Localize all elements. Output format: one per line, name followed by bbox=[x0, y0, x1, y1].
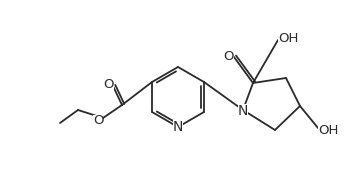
Text: OH: OH bbox=[278, 31, 298, 45]
Text: O: O bbox=[224, 49, 234, 62]
Text: OH: OH bbox=[318, 123, 338, 136]
Text: O: O bbox=[93, 115, 103, 127]
Text: O: O bbox=[104, 79, 114, 92]
Text: N: N bbox=[173, 120, 183, 134]
Text: N: N bbox=[238, 104, 248, 118]
